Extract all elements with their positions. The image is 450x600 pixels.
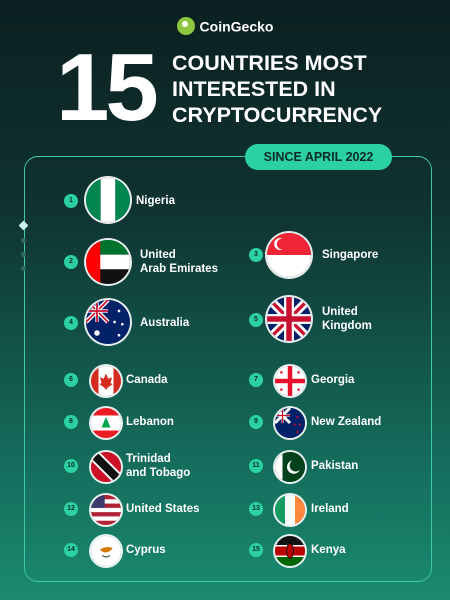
country-name: Nigeria bbox=[136, 195, 175, 207]
rank-badge: 3 bbox=[249, 248, 263, 262]
coingecko-logo-icon bbox=[176, 17, 195, 36]
ireland-flag-icon bbox=[275, 495, 305, 525]
pakistan-flag-icon bbox=[275, 452, 305, 482]
trinidad-and-tobago-flag-icon bbox=[91, 452, 121, 482]
active-dot-icon bbox=[18, 220, 29, 231]
dot-icon bbox=[21, 266, 26, 271]
country-name: New Zealand bbox=[311, 416, 382, 428]
ranking-panel bbox=[24, 156, 432, 582]
country-name: Cyprus bbox=[126, 544, 166, 556]
dot-icon bbox=[21, 252, 26, 257]
rank-badge: 1 bbox=[64, 194, 78, 208]
rank-badge: 5 bbox=[249, 313, 263, 327]
cyprus-flag-icon bbox=[91, 536, 121, 566]
headline: COUNTRIES MOST INTERESTED IN CRYPTOCURRE… bbox=[172, 50, 382, 128]
uae-flag-icon bbox=[86, 240, 130, 284]
rank-badge: 13 bbox=[249, 502, 263, 516]
singapore-flag-icon bbox=[267, 233, 311, 277]
since-badge: SINCE APRIL 2022 bbox=[245, 144, 392, 170]
pagination-dots bbox=[18, 220, 29, 280]
rank-badge: 2 bbox=[64, 255, 78, 269]
uk-flag-icon bbox=[267, 297, 311, 341]
rank-badge: 4 bbox=[64, 316, 78, 330]
nigeria-flag-icon bbox=[86, 178, 130, 222]
country-name: Pakistan bbox=[311, 460, 359, 472]
headline-line-1: COUNTRIES MOST bbox=[172, 51, 367, 75]
rank-badge: 7 bbox=[249, 373, 263, 387]
country-name: Canada bbox=[126, 374, 168, 386]
country-name: United Kingdom bbox=[322, 306, 372, 332]
kenya-flag-icon bbox=[275, 536, 305, 566]
rank-badge: 8 bbox=[64, 415, 78, 429]
country-name: United States bbox=[126, 503, 200, 515]
headline-number: 15 bbox=[56, 34, 159, 141]
headline-line-2: INTERESTED IN bbox=[172, 77, 336, 101]
lebanon-flag-icon bbox=[91, 408, 121, 438]
country-name: Trinidad and Tobago bbox=[126, 453, 191, 479]
rank-badge: 9 bbox=[249, 415, 263, 429]
rank-badge: 15 bbox=[249, 543, 263, 557]
country-name: Singapore bbox=[322, 249, 379, 261]
rank-badge: 14 bbox=[64, 543, 78, 557]
headline-line-3: CRYPTOCURRENCY bbox=[172, 103, 383, 127]
canada-flag-icon bbox=[91, 366, 121, 396]
usa-flag-icon bbox=[91, 495, 121, 525]
georgia-flag-icon bbox=[275, 366, 305, 396]
country-name: United Arab Emirates bbox=[140, 249, 218, 275]
rank-badge: 10 bbox=[64, 459, 78, 473]
country-name: Australia bbox=[140, 317, 190, 329]
brand-name: CoinGecko bbox=[199, 18, 274, 35]
rank-badge: 6 bbox=[64, 373, 78, 387]
dot-icon bbox=[21, 238, 26, 243]
new-zealand-flag-icon bbox=[275, 408, 305, 438]
country-name: Georgia bbox=[311, 374, 355, 386]
country-name: Kenya bbox=[311, 544, 346, 556]
country-name: Ireland bbox=[311, 503, 349, 515]
brand: CoinGecko bbox=[0, 17, 450, 36]
rank-badge: 12 bbox=[64, 502, 78, 516]
rank-badge: 11 bbox=[249, 459, 263, 473]
country-name: Lebanon bbox=[126, 416, 174, 428]
australia-flag-icon bbox=[86, 300, 130, 344]
